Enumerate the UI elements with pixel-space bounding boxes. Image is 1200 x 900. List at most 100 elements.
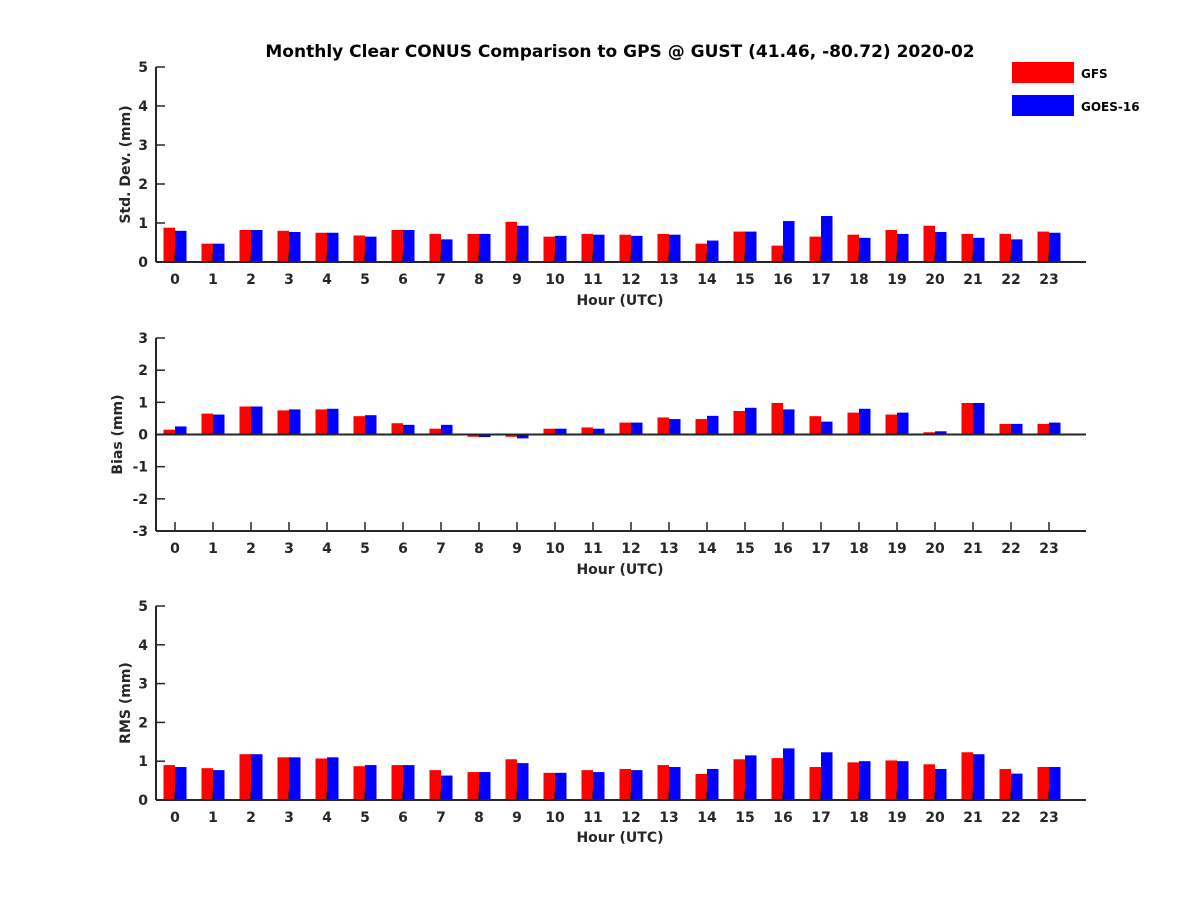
x-tick-label: 7 [436,541,446,557]
bar-goes16-hour-4 [327,757,339,800]
x-tick-label: 9 [512,272,522,288]
y-tick-label: 2 [138,363,148,379]
x-axis-label: Hour (UTC) [576,562,663,578]
x-tick-label: 2 [246,810,256,826]
bar-goes16-hour-22 [1011,239,1023,262]
bar-goes16-hour-11 [593,234,605,262]
bar-gfs-hour-17 [809,416,821,435]
bar-goes16-hour-20 [935,768,947,800]
bar-goes16-hour-17 [821,215,833,262]
bar-goes16-hour-4 [327,232,339,262]
x-tick-label: 0 [170,272,180,288]
y-tick-label: 3 [138,331,148,347]
x-tick-label: 12 [621,810,640,826]
bar-goes16-hour-3 [289,757,301,800]
bar-gfs-hour-11 [581,233,593,262]
bar-gfs-hour-6 [391,765,403,800]
bar-gfs-hour-5 [353,416,365,435]
x-tick-label: 5 [360,541,370,557]
x-tick-label: 4 [322,272,332,288]
bar-goes16-hour-6 [403,765,415,800]
x-tick-label: 14 [697,810,717,826]
bar-gfs-hour-13 [657,765,669,800]
bar-goes16-hour-12 [631,422,643,435]
bar-gfs-hour-23 [1037,767,1049,800]
bar-goes16-hour-21 [973,237,985,262]
bar-goes16-hour-2 [251,230,263,262]
bar-gfs-hour-6 [391,423,403,435]
bar-goes16-hour-16 [783,409,795,435]
bar-goes16-hour-22 [1011,423,1023,435]
x-tick-label: 23 [1039,541,1058,557]
bar-goes16-hour-15 [745,231,757,262]
legend: GFS GOES-16 [1012,62,1140,116]
bar-gfs-hour-17 [809,767,821,800]
bar-goes16-hour-0 [175,230,187,262]
bar-gfs-hour-8 [467,434,479,437]
bar-gfs-hour-12 [619,234,631,262]
bar-gfs-hour-3 [277,757,289,800]
bar-goes16-hour-3 [289,409,301,435]
bar-goes16-hour-9 [517,434,529,439]
y-tick-label: 3 [138,677,148,693]
x-tick-label: 0 [170,541,180,557]
bar-gfs-hour-11 [581,427,593,435]
x-tick-label: 6 [398,541,408,557]
bar-gfs-hour-22 [999,768,1011,800]
bar-goes16-hour-1 [213,770,225,800]
x-tick-label: 12 [621,541,640,557]
y-tick-label: -1 [132,460,148,476]
bar-gfs-hour-5 [353,766,365,800]
x-axis-label: Hour (UTC) [576,830,663,846]
bar-goes16-hour-5 [365,415,377,435]
bar-gfs-hour-0 [163,227,175,262]
bar-gfs-hour-23 [1037,423,1049,435]
bar-gfs-hour-8 [467,772,479,800]
bar-gfs-hour-1 [201,413,213,435]
bar-goes16-hour-20 [935,431,947,435]
bar-gfs-hour-17 [809,236,821,262]
bar-goes16-hour-7 [441,424,453,435]
bar-goes16-hour-14 [707,415,719,435]
legend-label-gfs: GFS [1081,67,1108,81]
bar-goes16-hour-18 [859,237,871,262]
y-axis-label: Bias (mm) [110,394,126,474]
x-tick-label: 8 [474,810,484,826]
bar-goes16-hour-7 [441,239,453,262]
x-tick-label: 14 [697,272,717,288]
bar-goes16-hour-18 [859,761,871,800]
bar-gfs-hour-9 [505,221,517,262]
bar-gfs-hour-12 [619,768,631,800]
bar-gfs-hour-21 [961,233,973,262]
bar-goes16-hour-7 [441,775,453,800]
bar-gfs-hour-15 [733,759,745,800]
bar-goes16-hour-1 [213,414,225,435]
bar-gfs-hour-20 [923,432,935,435]
bar-goes16-hour-15 [745,755,757,800]
bar-goes16-hour-19 [897,412,909,435]
bar-gfs-hour-2 [239,230,251,262]
bar-goes16-hour-20 [935,231,947,262]
x-tick-label: 16 [773,810,792,826]
x-tick-label: 13 [659,272,678,288]
bar-gfs-hour-22 [999,423,1011,435]
x-tick-label: 13 [659,541,678,557]
x-tick-label: 10 [545,541,565,557]
y-tick-label: -2 [132,492,148,508]
bar-goes16-hour-22 [1011,773,1023,800]
bar-gfs-hour-20 [923,764,935,800]
x-tick-label: 19 [887,272,906,288]
bar-goes16-hour-18 [859,408,871,435]
bar-goes16-hour-5 [365,236,377,262]
bar-gfs-hour-14 [695,774,707,800]
x-tick-label: 22 [1001,541,1020,557]
y-tick-label: 1 [138,216,148,232]
bar-goes16-hour-9 [517,225,529,262]
bar-gfs-hour-0 [163,429,175,435]
bar-goes16-hour-0 [175,767,187,800]
x-tick-label: 17 [811,810,830,826]
bar-goes16-hour-19 [897,233,909,262]
x-tick-label: 22 [1001,272,1020,288]
